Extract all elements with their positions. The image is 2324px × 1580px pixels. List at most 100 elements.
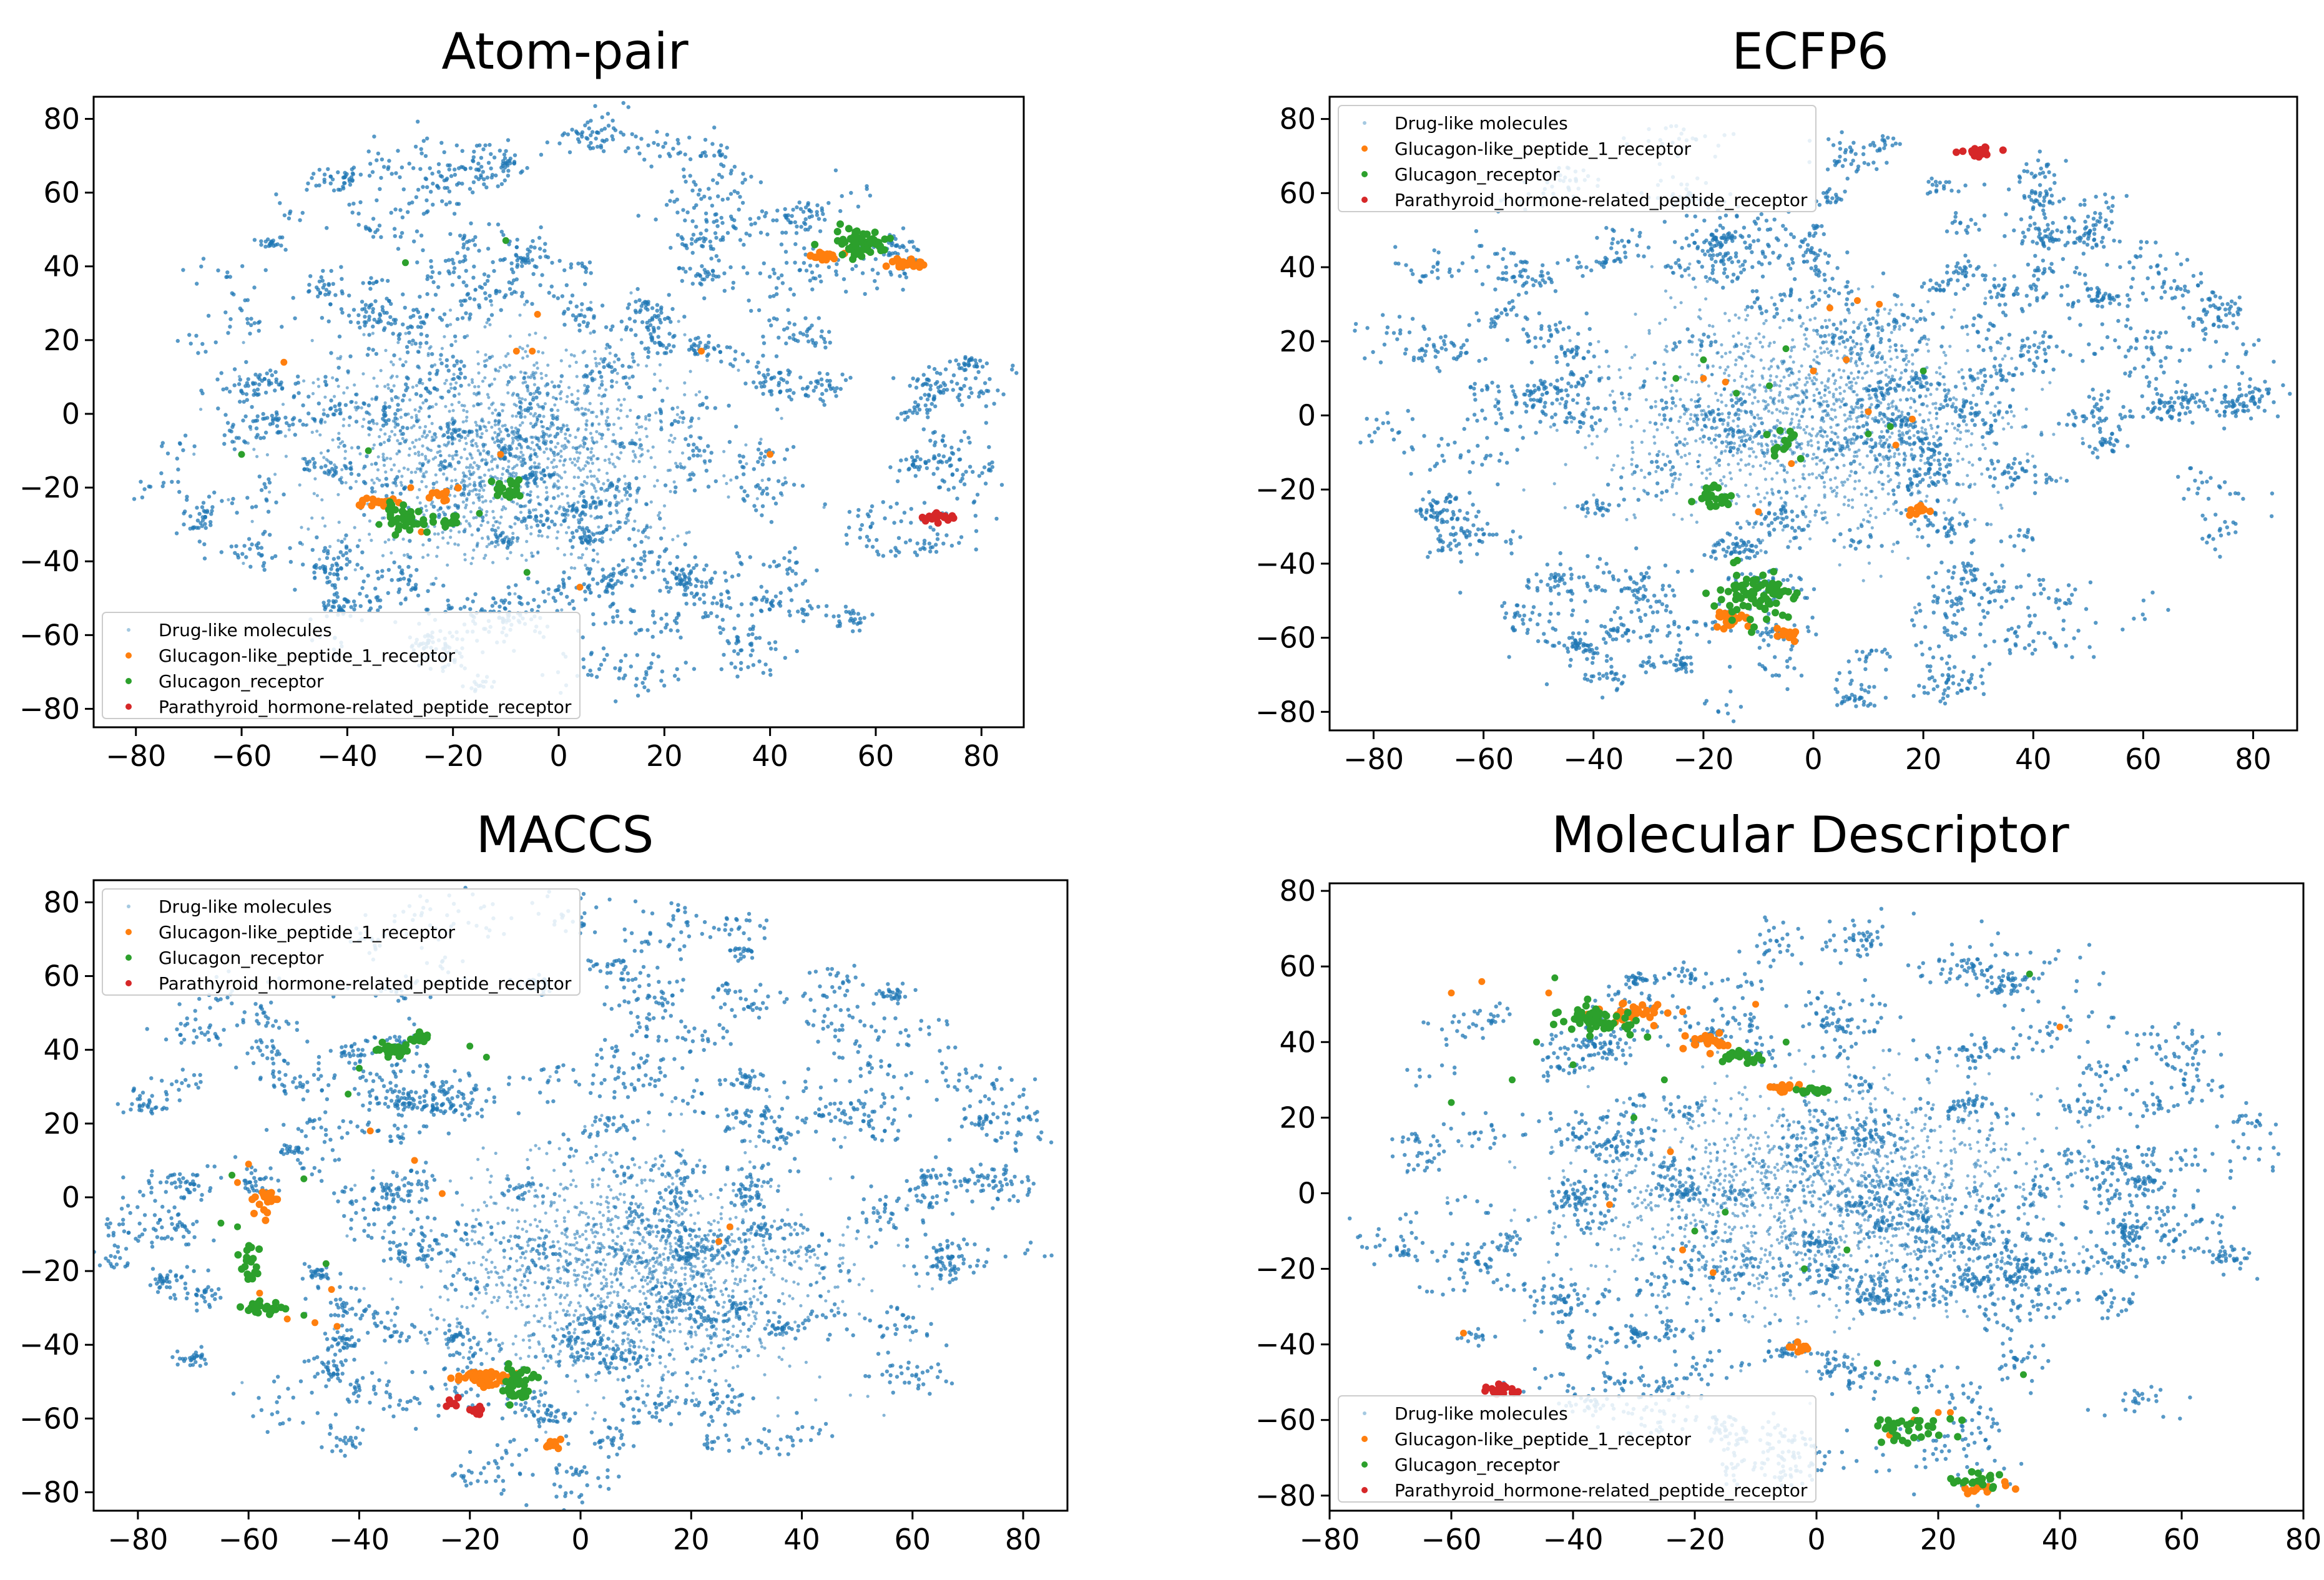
drug-like-point: [431, 435, 434, 439]
drug-like-point: [485, 175, 489, 180]
drug-like-point: [461, 245, 466, 250]
drug-like-point: [671, 440, 675, 444]
drug-like-point: [762, 261, 767, 265]
drug-like-point: [494, 418, 498, 423]
drug-like-point: [787, 335, 792, 340]
drug-like-point: [318, 566, 322, 570]
drug-like-point: [356, 212, 361, 216]
drug-like-point: [458, 428, 462, 431]
drug-like-point: [752, 380, 756, 385]
drug-like-point: [502, 437, 506, 441]
drug-like-point: [726, 590, 730, 595]
drug-like-point: [378, 319, 383, 323]
drug-like-point: [676, 611, 680, 616]
drug-like-point: [450, 442, 454, 446]
drug-like-point: [684, 592, 689, 597]
drug-like-point: [595, 429, 599, 434]
drug-like-point: [634, 476, 639, 481]
drug-like-point: [429, 275, 434, 280]
drug-like-point: [451, 421, 455, 424]
drug-like-point: [551, 423, 555, 427]
drug-like-point: [358, 538, 361, 542]
drug-like-point: [381, 453, 385, 456]
drug-like-point: [393, 433, 397, 437]
drug-like-point: [792, 391, 796, 395]
drug-like-point: [665, 132, 670, 137]
drug-like-point: [644, 415, 648, 419]
drug-like-point: [448, 464, 451, 468]
drug-like-point: [600, 115, 604, 119]
drug-like-point: [661, 145, 665, 149]
drug-like-point: [634, 455, 637, 459]
drug-like-point: [415, 467, 419, 471]
y-tick-label: 80: [43, 102, 80, 135]
drug-like-point: [890, 241, 895, 245]
drug-like-point: [473, 243, 478, 247]
drug-like-point: [833, 168, 838, 173]
drug-like-point: [392, 560, 396, 565]
drug-like-point: [495, 435, 499, 439]
drug-like-point: [390, 551, 393, 555]
drug-like-point: [328, 181, 333, 185]
drug-like-point: [436, 285, 441, 290]
drug-like-point: [336, 577, 341, 581]
drug-like-point: [531, 272, 536, 277]
drug-like-point: [661, 343, 665, 348]
drug-like-point: [500, 508, 504, 512]
drug-like-point: [549, 439, 554, 444]
drug-like-point: [847, 509, 852, 514]
drug-like-point: [785, 448, 790, 452]
target-point: [419, 516, 428, 524]
drug-like-point: [483, 282, 488, 287]
drug-like-point: [321, 268, 325, 273]
drug-like-point: [927, 365, 931, 370]
drug-like-point: [393, 411, 398, 416]
drug-like-point: [530, 464, 534, 469]
drug-like-point: [541, 351, 545, 355]
drug-like-point: [703, 461, 707, 465]
drug-like-point: [229, 429, 233, 434]
drug-like-point: [951, 486, 956, 490]
drug-like-point: [385, 484, 390, 488]
drug-like-point: [363, 303, 368, 307]
drug-like-point: [543, 402, 547, 406]
drug-like-point: [810, 270, 815, 275]
drug-like-point: [624, 149, 628, 154]
drug-like-point: [443, 335, 446, 338]
drug-like-point: [758, 441, 762, 446]
drug-like-point: [547, 290, 551, 295]
drug-like-point: [222, 433, 227, 438]
drug-like-point: [336, 385, 340, 388]
drug-like-point: [688, 157, 693, 162]
drug-like-point: [447, 189, 452, 194]
drug-like-point: [984, 361, 989, 366]
drug-like-point: [344, 551, 348, 556]
drug-like-point: [312, 570, 316, 575]
drug-like-point: [412, 424, 416, 428]
drug-like-point: [999, 483, 1004, 487]
drug-like-point: [696, 335, 700, 340]
drug-like-point: [520, 554, 524, 557]
drug-like-point: [399, 415, 403, 420]
drug-like-point: [471, 556, 474, 560]
drug-like-point: [416, 496, 419, 499]
drug-like-point: [261, 411, 265, 416]
drug-like-point: [490, 425, 494, 429]
drug-like-point: [928, 438, 933, 443]
drug-like-point: [788, 613, 792, 617]
drug-like-point: [537, 391, 542, 395]
drug-like-point: [139, 479, 143, 484]
drug-like-point: [341, 553, 345, 557]
drug-like-point: [649, 332, 653, 336]
drug-like-point: [801, 332, 806, 336]
drug-like-point: [447, 440, 451, 444]
drug-like-point: [716, 194, 720, 199]
drug-like-point: [421, 556, 425, 559]
drug-like-point: [655, 562, 660, 566]
drug-like-point: [449, 484, 453, 488]
target-point: [496, 488, 504, 496]
drug-like-point: [694, 446, 699, 450]
drug-like-point: [472, 548, 476, 552]
drug-like-point: [476, 529, 480, 532]
drug-like-point: [490, 604, 494, 608]
